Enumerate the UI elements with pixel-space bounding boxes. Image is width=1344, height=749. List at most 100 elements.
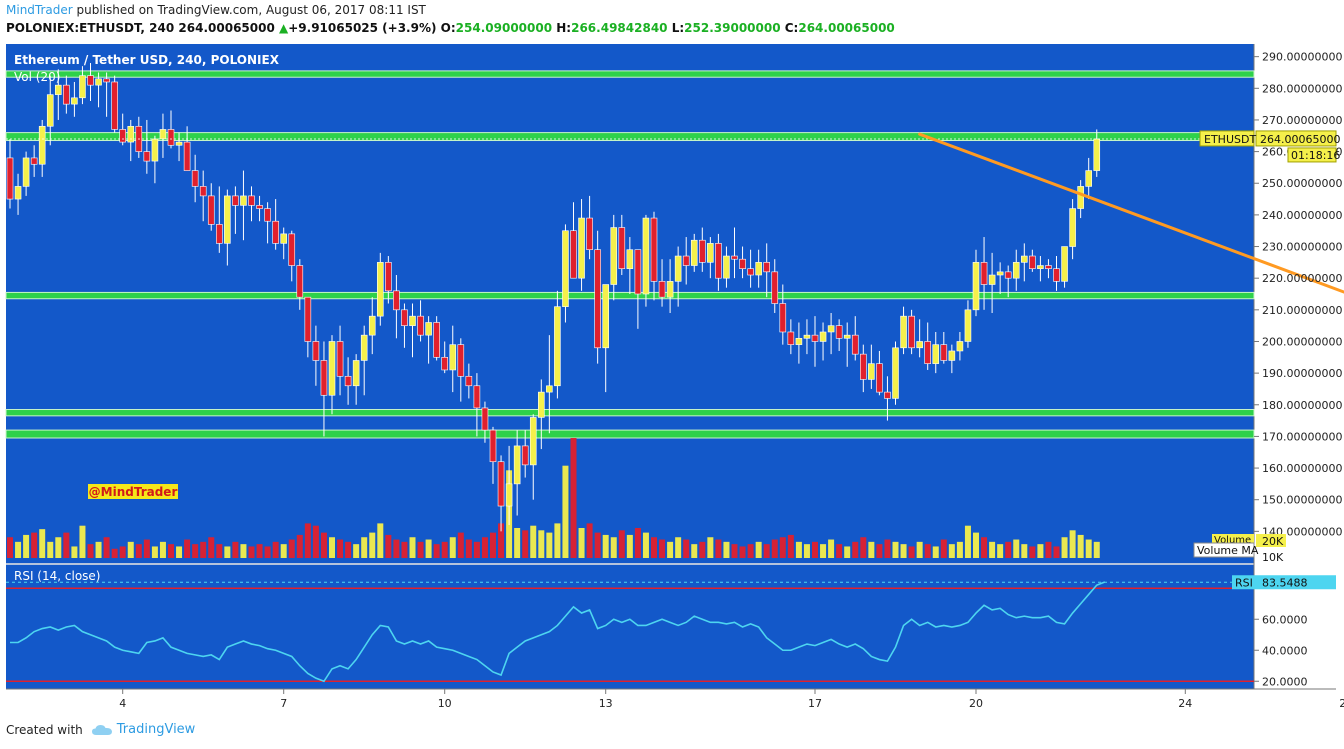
volume-bar — [940, 539, 947, 558]
volume-bar — [481, 537, 488, 558]
rsi-tag-value: 83.5488 — [1262, 576, 1308, 589]
low-value: 252.39000000 — [684, 21, 781, 35]
volume-bar — [586, 523, 593, 558]
volume-bar — [329, 537, 335, 558]
volume-10k-label: 10K — [1262, 551, 1284, 564]
volume-bar — [95, 541, 102, 558]
volume-bar — [618, 530, 625, 558]
candle-bull — [328, 341, 336, 396]
volume-bar — [554, 523, 561, 558]
volume-bar — [795, 541, 802, 558]
rsi-tick-label: 60.0000 — [1262, 613, 1308, 626]
volume-bar — [159, 541, 166, 558]
candle-bear — [393, 290, 400, 311]
candle-bear — [811, 334, 819, 342]
author-link[interactable]: MindTrader — [6, 3, 73, 17]
volume-bar — [755, 541, 762, 558]
candle-bull — [38, 125, 46, 165]
close-label: C: — [784, 21, 799, 35]
volume-bar — [490, 532, 496, 558]
volume-bar — [924, 544, 931, 558]
volume-bar — [296, 534, 303, 558]
candle-bear — [336, 341, 344, 377]
volume-bar — [683, 539, 690, 558]
candle-bear — [715, 243, 722, 279]
candle-bull — [546, 385, 553, 393]
volume-bar — [7, 537, 13, 558]
candle-bear — [618, 227, 626, 269]
volume-bar — [256, 544, 263, 558]
candle-bear — [465, 375, 473, 387]
candle-bull — [368, 315, 376, 336]
volume-bar — [779, 537, 786, 558]
high-value: 266.49842840 — [571, 21, 668, 35]
volume-bar — [771, 539, 778, 558]
volume-20k-label: 20K — [1262, 535, 1284, 548]
price-tick-label: 280.00000000 — [1262, 82, 1342, 95]
candle-bull — [54, 84, 62, 95]
candle-bull — [14, 186, 22, 200]
volume-bar — [63, 532, 70, 558]
price-tick-label: 230.00000000 — [1262, 241, 1342, 254]
candle-bear — [851, 334, 859, 355]
volume-bar — [1077, 534, 1084, 558]
rsi-tag-label: RSI — [1235, 576, 1253, 589]
time-tick-label: 27 — [1339, 697, 1344, 710]
candle-bull — [956, 341, 964, 352]
volume-bar — [667, 541, 674, 558]
zone-band[interactable] — [5, 409, 1255, 417]
candle-bear — [731, 255, 738, 260]
price-tick-label: 220.00000000 — [1262, 272, 1342, 285]
volume-bar — [441, 541, 448, 558]
volume-bar — [353, 544, 360, 558]
volume-bar — [973, 532, 979, 558]
volume-bar — [876, 544, 883, 558]
candle-bear — [521, 445, 529, 466]
candle-bull — [360, 334, 368, 361]
rsi-layer — [6, 581, 1254, 683]
candle-bull — [562, 230, 569, 307]
volume-bar — [31, 532, 38, 558]
candle-bear — [199, 186, 207, 197]
open-label: O: — [440, 21, 456, 35]
candle-bear — [256, 205, 263, 209]
volume-bar — [377, 523, 384, 558]
volume-tag-text: Volume — [1214, 535, 1251, 546]
price-tick-label: 190.00000000 — [1262, 367, 1342, 380]
volume-bar — [651, 537, 657, 558]
tradingview-brand[interactable]: TradingView — [91, 722, 195, 737]
candle-bull — [1069, 208, 1076, 247]
volume-bar — [659, 539, 666, 558]
volume-bar — [1061, 537, 1068, 558]
rsi-line[interactable] — [10, 581, 1106, 683]
current-price-text: 264.00065000 — [1260, 133, 1340, 146]
volume-bar — [997, 544, 1004, 558]
volume-bar — [1053, 546, 1060, 558]
candle-bull — [642, 217, 650, 295]
volume-bar — [699, 541, 706, 558]
volume-bar — [852, 541, 859, 558]
candle-bear — [207, 195, 215, 225]
candle-bull — [972, 262, 980, 311]
chart-title: Ethereum / Tether USD, 240, POLONIEX — [14, 53, 280, 67]
volume-bar — [337, 539, 344, 558]
volume-bar — [401, 541, 408, 558]
volume-bar — [812, 541, 818, 558]
zone-band[interactable] — [5, 429, 1255, 439]
price-tick-label: 170.00000000 — [1262, 430, 1342, 443]
zone-band[interactable] — [5, 70, 1255, 78]
candle-bull — [529, 417, 537, 466]
volume-bar — [989, 541, 996, 558]
candle-bull — [449, 344, 457, 371]
trendline[interactable] — [918, 132, 1344, 412]
volume-bar — [87, 544, 94, 558]
volume-bar — [868, 541, 875, 558]
candle-bear — [835, 325, 843, 339]
volume-bar — [763, 544, 770, 558]
volume-bar — [948, 544, 955, 558]
volume-bar — [79, 525, 86, 558]
volume-bar — [908, 546, 915, 558]
candle-bull — [1061, 246, 1068, 282]
candle-bear — [763, 262, 771, 273]
